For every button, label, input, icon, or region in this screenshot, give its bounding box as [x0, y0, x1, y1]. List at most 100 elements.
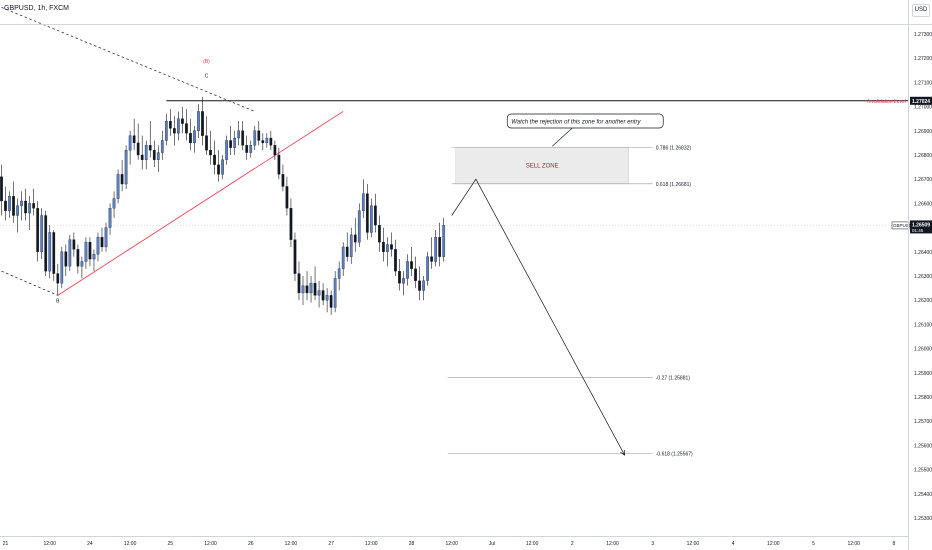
- candle-body: [28, 203, 31, 214]
- candle-body: [293, 239, 297, 274]
- candle: [357, 203, 361, 247]
- fib-level-label: 0.618 (1.26681): [656, 182, 692, 188]
- time-tick-label: 28: [409, 541, 415, 547]
- candle-body: [378, 225, 381, 243]
- candle: [321, 283, 325, 306]
- candle: [390, 232, 393, 257]
- candle: [245, 135, 249, 160]
- countdown-text: 01:45: [912, 228, 924, 233]
- candle: [374, 193, 377, 233]
- time-tick-label: 4: [732, 541, 735, 547]
- candle-body: [438, 237, 442, 257]
- symbol-title[interactable]: GBPUSD, 1h, FXCM: [4, 5, 69, 12]
- candle: [152, 140, 156, 168]
- candle: [217, 150, 220, 182]
- candle-body: [273, 145, 277, 156]
- candle-body: [333, 278, 337, 308]
- candle: [201, 96, 204, 146]
- candle: [16, 198, 19, 233]
- time-tick-label: 25: [168, 541, 174, 547]
- callout-box: [506, 113, 664, 129]
- candle-body: [233, 137, 237, 148]
- candle: [233, 130, 237, 155]
- candle: [301, 276, 305, 306]
- candle: [237, 121, 241, 146]
- candle-body: [442, 225, 446, 257]
- candle-body: [353, 234, 357, 243]
- candle-body: [365, 193, 369, 233]
- candle: [309, 276, 313, 303]
- time-tick-label: 27: [328, 541, 334, 547]
- current-price-tag: [910, 220, 932, 234]
- candle-body: [68, 239, 72, 267]
- candle: [108, 203, 112, 235]
- candle-body: [20, 200, 23, 206]
- time-tick-label: 5: [812, 541, 815, 547]
- candle: [104, 222, 108, 252]
- candle-body: [84, 241, 88, 262]
- candle-body: [52, 232, 56, 274]
- candle-body: [418, 280, 421, 291]
- candle-body: [132, 135, 136, 144]
- candle-body: [12, 195, 15, 216]
- candle-body: [140, 154, 144, 160]
- candle-body: [374, 205, 377, 226]
- candle: [8, 191, 11, 218]
- candle: [20, 191, 23, 221]
- symbol-tag-label: GBPUSD: [893, 223, 913, 228]
- annotation-layer: SELL ZONE 0.786 (1.26832) 0.618 (1.26681) -…: [56, 59, 913, 457]
- candle: [249, 140, 253, 158]
- candle-body: [40, 215, 44, 252]
- candle: [333, 271, 337, 313]
- time-tick-label: 3: [651, 541, 654, 547]
- candle-body: [88, 241, 92, 260]
- candle: [100, 227, 104, 252]
- candle-body: [253, 130, 257, 146]
- fib-level-label: 0.786 (1.26832): [656, 145, 692, 151]
- candle-body: [164, 120, 168, 141]
- candle-body: [245, 145, 249, 153]
- candle: [60, 246, 64, 289]
- projection-arrowhead: [620, 450, 625, 456]
- candle-body: [181, 118, 184, 124]
- price-tick-label: 1.25900: [914, 371, 932, 377]
- candle: [438, 222, 442, 267]
- candle: [414, 256, 417, 289]
- candle: [128, 130, 132, 165]
- candle-body: [8, 195, 11, 211]
- candle-body: [265, 137, 269, 144]
- candle-body: [48, 232, 52, 272]
- candle: [402, 271, 405, 296]
- price-tick-label: 1.26900: [914, 129, 932, 135]
- price-tick-label: 1.25500: [914, 468, 932, 474]
- candle-body: [257, 130, 261, 141]
- candle-body: [80, 261, 84, 267]
- price-axis[interactable]: 1.27300 1.27200 1.27100 1.27000 1.26900 1.268…: [910, 32, 932, 522]
- candle-body: [96, 237, 100, 255]
- candle: [386, 237, 389, 267]
- candle-body: [434, 237, 438, 262]
- candle: [193, 125, 196, 153]
- candle: [289, 198, 293, 247]
- candle-body: [329, 295, 333, 308]
- candle: [209, 130, 212, 165]
- candle-body: [201, 111, 204, 136]
- symbol-tag-box: [891, 221, 910, 230]
- candle-body: [241, 130, 245, 146]
- price-tick-label: 1.26400: [914, 250, 932, 256]
- candle-body: [44, 215, 48, 272]
- time-tick-label: 12:00: [365, 541, 378, 547]
- price-tick-label: 1.27200: [914, 56, 932, 62]
- candle: [124, 145, 128, 189]
- candle: [88, 237, 92, 267]
- candle: [406, 254, 409, 286]
- candle-body: [128, 135, 132, 151]
- fib-level-label: -0.27 (1.25881): [656, 375, 691, 381]
- time-tick-label: 12:00: [285, 541, 298, 547]
- candle-body: [197, 111, 200, 131]
- candle-body: [60, 251, 64, 284]
- candle-body: [386, 244, 389, 252]
- time-axis[interactable]: 21 12:00 24 12:00 25 12:00 26 12:00 27 12:00 28 12:…: [3, 541, 896, 547]
- currency-button[interactable]: USD: [912, 4, 930, 17]
